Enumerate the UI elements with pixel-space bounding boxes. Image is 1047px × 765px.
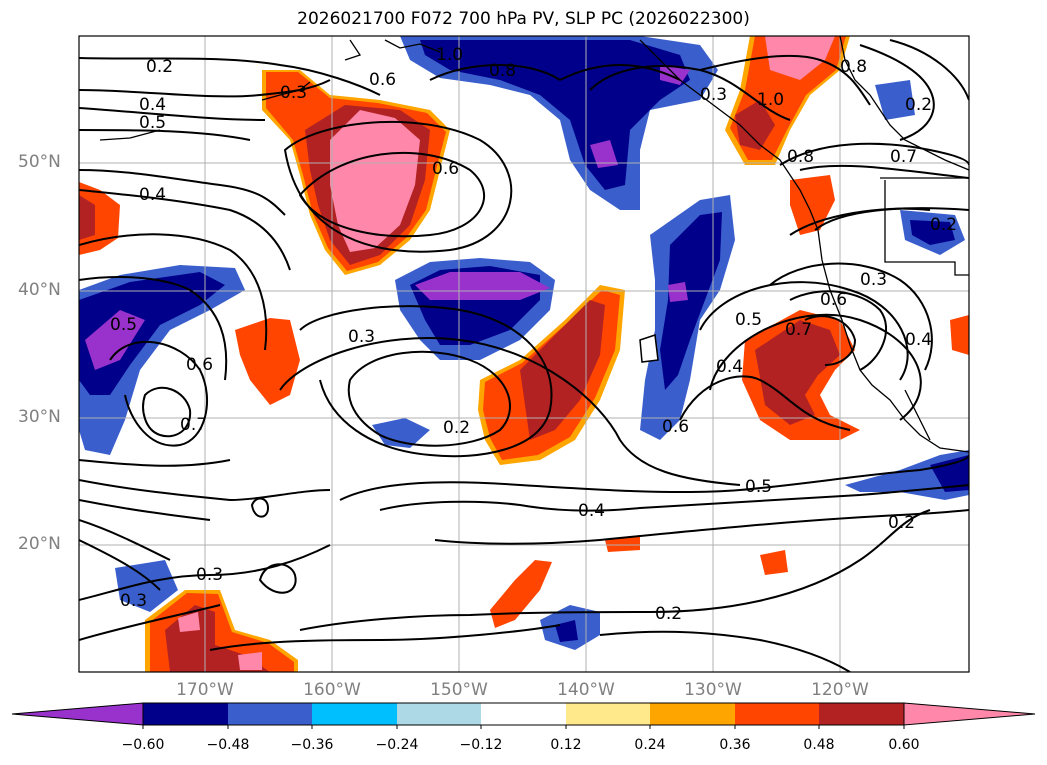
contour-label: 0.5 xyxy=(735,310,762,330)
colorbar-tick: 0.48 xyxy=(803,737,835,753)
contour-label: 0.4 xyxy=(578,501,605,521)
contour-label: 0.6 xyxy=(369,70,396,90)
contour-label: 0.3 xyxy=(700,85,727,105)
contour-label: 0.8 xyxy=(840,57,867,77)
map-grid xyxy=(79,36,969,672)
contour-label: 0.4 xyxy=(716,357,743,377)
colorbar-tick: −0.60 xyxy=(121,737,165,753)
colorbar-tick: −0.48 xyxy=(206,737,250,753)
contour-label: 0.3 xyxy=(860,270,887,290)
colorbar-tick: 0.36 xyxy=(719,737,751,753)
coastlines xyxy=(99,36,969,453)
contour-label: 0.3 xyxy=(348,327,375,347)
contour-label: 0.5 xyxy=(745,477,772,497)
lat-label: 30°N xyxy=(18,407,61,427)
lon-label: 120°W xyxy=(811,680,869,700)
slp-contours xyxy=(79,39,969,672)
lat-label: 20°N xyxy=(18,534,61,554)
map-frame xyxy=(78,35,970,673)
contour-label: 0.4 xyxy=(139,95,166,115)
colorbar-tick: 0.24 xyxy=(634,737,666,753)
contour-label: 0.7 xyxy=(890,147,917,167)
lon-label: 160°W xyxy=(303,680,361,700)
colorbar-tick: −0.36 xyxy=(290,737,334,753)
map-title: 2026021700 F072 700 hPa PV, SLP PC (2026… xyxy=(297,9,750,29)
contour-label: 0.2 xyxy=(930,215,957,235)
lon-label: 130°W xyxy=(684,680,742,700)
contour-label: 0.6 xyxy=(662,417,689,437)
contour-label: 1.0 xyxy=(757,90,784,110)
contour-label: 0.2 xyxy=(905,95,932,115)
contour-label: 0.5 xyxy=(139,113,166,133)
contour-label: 0.2 xyxy=(146,57,173,77)
contour-label: 0.4 xyxy=(905,330,932,350)
contour-label: 0.4 xyxy=(139,185,166,205)
contour-label: 0.2 xyxy=(888,513,915,533)
contour-label: 0.3 xyxy=(280,83,307,103)
colorbar-tick: −0.12 xyxy=(459,737,503,753)
contour-label: 1.0 xyxy=(436,45,463,65)
lon-label: 170°W xyxy=(176,680,234,700)
colorbar-tick: 0.60 xyxy=(888,737,920,753)
contour-label: 0.6 xyxy=(820,290,847,310)
contour-label: 0.8 xyxy=(489,61,516,81)
contour-label: 0.7 xyxy=(785,320,812,340)
contour-label: 0.8 xyxy=(787,147,814,167)
contour-label: 0.2 xyxy=(443,418,470,438)
contour-label: 0.6 xyxy=(432,159,459,179)
colorbar-tick: −0.24 xyxy=(375,737,419,753)
contour-label: 0.7 xyxy=(180,415,207,435)
lat-label: 40°N xyxy=(18,280,61,300)
contour-label: 0.3 xyxy=(196,565,223,585)
contour-label: 0.6 xyxy=(186,355,213,375)
contour-label: 0.3 xyxy=(120,591,147,611)
lat-label: 50°N xyxy=(18,152,61,172)
contour-label: 0.2 xyxy=(655,604,682,624)
lon-label: 150°W xyxy=(430,680,488,700)
contour-labels: 0.2 0.4 0.5 0.4 0.6 1.0 0.8 0.6 1.0 0.8 … xyxy=(110,45,957,624)
lon-label: 140°W xyxy=(557,680,615,700)
contour-label: 0.5 xyxy=(110,315,137,335)
colorbar xyxy=(11,702,1036,729)
colorbar-tick: 0.12 xyxy=(550,737,582,753)
